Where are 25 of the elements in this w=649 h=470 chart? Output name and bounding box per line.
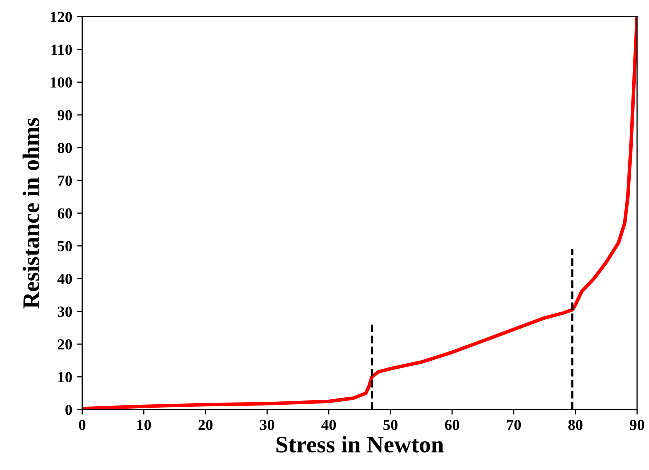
y-tick-label: 40: [58, 274, 72, 284]
y-tick-label: 60: [58, 208, 72, 219]
x-tick-label: 50: [384, 420, 398, 430]
x-tick-label: 70: [507, 420, 522, 430]
y-tick-label: 10: [58, 372, 72, 383]
x-tick-label: 0: [79, 420, 86, 430]
x-tick-label: 20: [198, 420, 213, 430]
y-tick-label: 80: [58, 143, 72, 154]
y-tick-label: 70: [58, 176, 72, 186]
x-tick-label: 40: [322, 420, 336, 430]
x-tick-label: 90: [630, 420, 644, 430]
x-tick-label: 60: [445, 420, 460, 430]
y-tick-label: 120: [51, 12, 72, 22]
y-tick-label: 30: [58, 306, 72, 318]
y-tick-label: 100: [51, 78, 72, 88]
y-tick-label: 90: [58, 110, 72, 121]
x-axis-title: Stress in Newton: [276, 436, 444, 453]
y-tick-label: 0: [66, 404, 72, 416]
x-tick-label: 30: [260, 420, 274, 430]
y-tick-label: 20: [58, 339, 72, 350]
x-tick-label: 10: [138, 420, 152, 430]
y-axis-title: Resistance in ohms: [22, 118, 40, 309]
x-tick-label: 80: [568, 420, 583, 430]
y-tick-label: 50: [58, 241, 72, 252]
y-tick-label: 110: [52, 44, 72, 56]
